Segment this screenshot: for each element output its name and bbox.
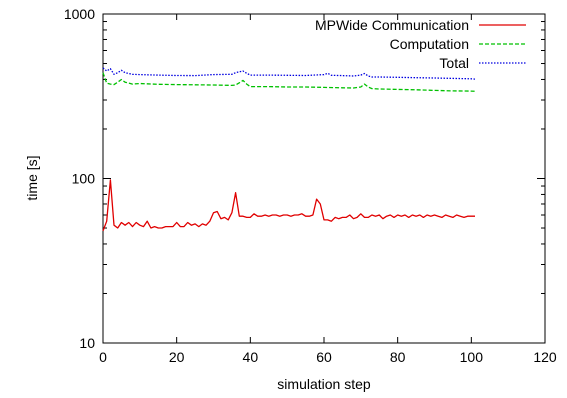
- legend-label: Total: [439, 55, 469, 71]
- legend-label: MPWide Communication: [315, 17, 469, 33]
- x-tick-label: 40: [243, 349, 259, 365]
- series-line-mpwide-communication: [102, 179, 475, 232]
- x-tick-label: 80: [390, 349, 406, 365]
- y-axis-label: time [s]: [24, 155, 40, 200]
- y-tick-label: 10: [79, 335, 95, 351]
- x-tick-label: 120: [533, 349, 557, 365]
- y-tick-label: 1000: [64, 6, 95, 22]
- x-axis-label: simulation step: [277, 376, 371, 392]
- series-lines: [102, 67, 476, 232]
- series-line-total: [102, 67, 476, 80]
- x-tick-label: 100: [460, 349, 484, 365]
- series-line-computation: [102, 72, 476, 92]
- legend: MPWide Communication Computation Total: [315, 17, 526, 71]
- axis-ticks: 0 20 40 60 80 100 120 10 100 1000: [64, 6, 557, 365]
- x-tick-label: 60: [316, 349, 332, 365]
- x-tick-label: 0: [99, 349, 107, 365]
- x-tick-label: 20: [169, 349, 185, 365]
- legend-label: Computation: [390, 36, 469, 52]
- plot-frame: [102, 13, 546, 344]
- y-tick-label: 100: [72, 171, 96, 187]
